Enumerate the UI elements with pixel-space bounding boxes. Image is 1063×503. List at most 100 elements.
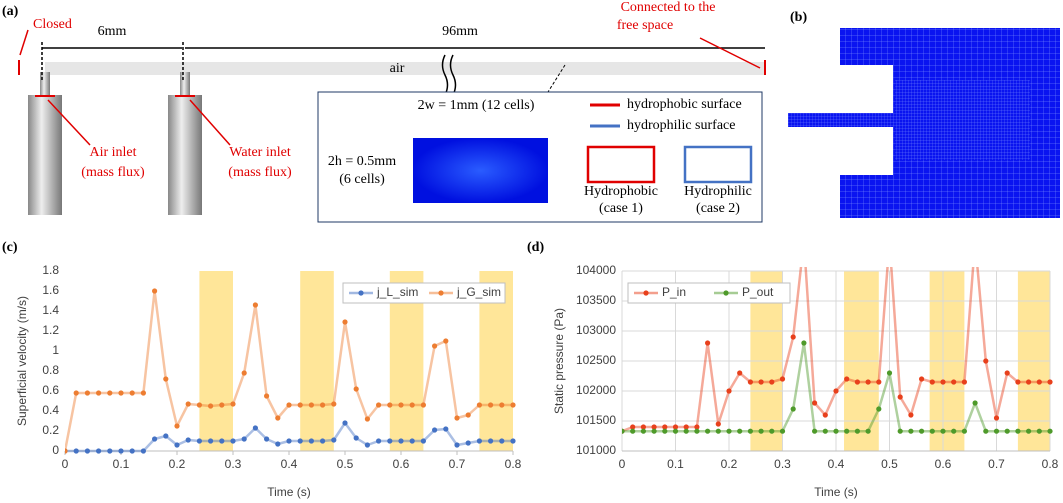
data-point bbox=[152, 436, 158, 442]
dimension: 96mm bbox=[442, 24, 478, 39]
data-point bbox=[801, 340, 807, 346]
legend-box bbox=[342, 282, 506, 304]
data-point bbox=[844, 428, 850, 434]
data-point bbox=[140, 390, 146, 396]
data-point bbox=[790, 334, 796, 340]
data-point bbox=[961, 428, 968, 434]
label: Water inlet bbox=[229, 145, 291, 160]
data-point bbox=[387, 438, 393, 444]
data-point bbox=[897, 428, 903, 434]
data-point bbox=[84, 448, 90, 454]
data-point bbox=[812, 428, 818, 434]
label: (mass flux) bbox=[228, 165, 292, 180]
data-point bbox=[443, 338, 449, 344]
data-point bbox=[887, 238, 892, 243]
data-point bbox=[73, 448, 79, 454]
label: (case 2) bbox=[696, 201, 740, 216]
data-point bbox=[983, 428, 989, 434]
data-point bbox=[320, 438, 326, 444]
x-tick-label: 0 bbox=[62, 457, 69, 471]
label: air bbox=[390, 61, 405, 76]
legend-label: P_out bbox=[742, 285, 774, 299]
data-point bbox=[951, 428, 957, 434]
y-tick-label: 1.6 bbox=[42, 283, 59, 297]
data-point bbox=[747, 379, 754, 385]
zoom-line bbox=[547, 64, 566, 93]
legend-label: j_G_sim bbox=[456, 285, 501, 299]
data-point bbox=[286, 438, 292, 444]
data-point bbox=[353, 435, 359, 441]
data-point bbox=[662, 424, 668, 430]
data-point bbox=[683, 428, 689, 434]
data-point bbox=[174, 442, 180, 448]
data-point bbox=[622, 428, 625, 434]
data-point bbox=[993, 428, 1000, 434]
legend-marker bbox=[358, 290, 364, 296]
plot bbox=[622, 238, 1053, 434]
data-point bbox=[174, 423, 180, 429]
data-point bbox=[908, 412, 914, 418]
data-point bbox=[129, 390, 135, 396]
data-point bbox=[865, 428, 871, 434]
data-point bbox=[961, 379, 968, 385]
y-tick-label: 101500 bbox=[576, 413, 616, 427]
y-tick-label: 104000 bbox=[576, 263, 616, 277]
data-point bbox=[107, 390, 113, 396]
data-point bbox=[342, 319, 348, 325]
data-point bbox=[118, 448, 124, 454]
label: 2h = 0.5mm bbox=[328, 154, 396, 169]
data-point bbox=[886, 370, 893, 376]
data-point bbox=[196, 438, 202, 444]
data-point bbox=[454, 415, 460, 421]
y-tick-label: 102500 bbox=[576, 353, 616, 367]
x-tick-label: 0.4 bbox=[828, 457, 845, 471]
data-point bbox=[398, 402, 404, 408]
data-point bbox=[640, 424, 647, 430]
data-point bbox=[185, 401, 191, 407]
data-point bbox=[683, 424, 689, 430]
y-tick-label: 0 bbox=[52, 443, 59, 457]
highlight-band bbox=[199, 271, 233, 451]
legend-marker bbox=[643, 290, 649, 296]
diagram-a: (a) Closed 6mm 96mm Connected to the fre… bbox=[2, 0, 766, 223]
data-point bbox=[129, 448, 135, 454]
x-tick-label: 0.5 bbox=[337, 457, 354, 471]
y-tick-label: 1.4 bbox=[42, 303, 59, 317]
data-point bbox=[844, 376, 850, 382]
data-point bbox=[715, 428, 721, 434]
data-point bbox=[241, 370, 247, 376]
data-point bbox=[219, 402, 225, 408]
data-point bbox=[833, 388, 839, 394]
legend-label: hydrophobic surface bbox=[627, 97, 742, 112]
data-point bbox=[208, 438, 214, 444]
data-point bbox=[672, 428, 679, 434]
plot bbox=[65, 288, 516, 454]
data-point bbox=[1047, 379, 1053, 385]
data-point bbox=[420, 402, 426, 408]
data-point bbox=[694, 428, 700, 434]
label: Hydrophilic bbox=[684, 184, 752, 199]
data-point bbox=[252, 302, 258, 308]
data-point bbox=[973, 238, 978, 243]
x-tick-label: 0.7 bbox=[449, 457, 466, 471]
diagram-b: (b) bbox=[788, 10, 1060, 218]
data-point bbox=[443, 426, 449, 432]
data-point bbox=[409, 438, 415, 444]
data-point bbox=[715, 421, 721, 427]
label: Closed bbox=[33, 17, 72, 32]
data-point bbox=[465, 440, 471, 446]
data-point bbox=[510, 402, 516, 408]
data-point bbox=[185, 437, 191, 443]
legend-marker bbox=[438, 290, 444, 296]
data-point bbox=[488, 402, 494, 408]
data-point bbox=[630, 424, 636, 430]
data-point bbox=[822, 412, 828, 418]
y-tick-label: 0.2 bbox=[42, 423, 59, 437]
data-point bbox=[737, 428, 743, 434]
data-point bbox=[865, 379, 871, 385]
data-point bbox=[790, 406, 796, 412]
panel-label: (d) bbox=[527, 240, 544, 255]
data-point bbox=[1036, 428, 1042, 434]
label: 2w = 1mm (12 cells) bbox=[418, 98, 535, 113]
